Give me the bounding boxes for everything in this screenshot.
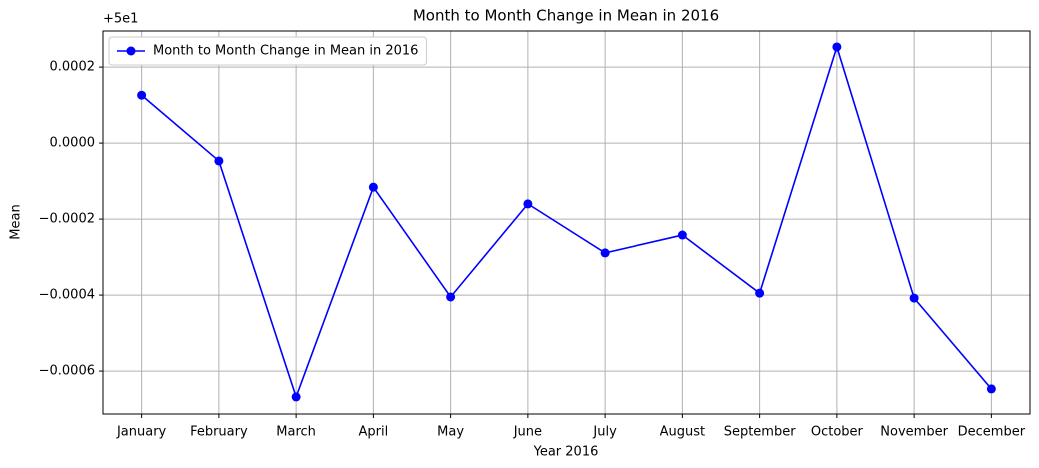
x-tick-label: April — [359, 425, 389, 440]
offset-text: +5e1 — [103, 12, 138, 27]
legend-box — [108, 36, 427, 66]
x-tick-label: March — [276, 425, 316, 440]
data-point — [291, 392, 301, 402]
x-tick-label: June — [513, 425, 542, 440]
data-point — [755, 288, 765, 298]
x-tick-label: August — [660, 425, 706, 440]
y-axis-label: Mean — [9, 204, 24, 239]
plot-frame — [102, 30, 1031, 415]
chart-title: Month to Month Change in Mean in 2016 — [413, 7, 719, 25]
x-tick-label: February — [190, 425, 248, 440]
data-point — [137, 90, 147, 100]
x-tick-label: December — [958, 425, 1026, 440]
data-point — [368, 182, 378, 192]
y-tick-label: 0.0002 — [50, 60, 96, 75]
x-tick-label: October — [811, 425, 864, 440]
data-point — [986, 384, 996, 394]
x-axis-label: Year 2016 — [533, 445, 599, 460]
y-tick-label: −0.0006 — [39, 364, 95, 379]
x-tick-label: November — [880, 425, 948, 440]
legend-marker — [126, 46, 136, 56]
data-point — [677, 230, 687, 240]
x-tick-label: September — [724, 425, 797, 440]
x-tick-label: January — [116, 425, 167, 440]
data-point — [832, 42, 842, 52]
y-tick-label: 0.0000 — [50, 136, 96, 151]
data-line — [141, 44, 992, 400]
y-tick-label: −0.0004 — [39, 288, 95, 303]
data-point — [909, 293, 919, 303]
data-point — [214, 156, 224, 166]
y-tick-label: −0.0002 — [39, 212, 95, 227]
data-point — [446, 292, 456, 302]
legend: Month to Month Change in Mean in 2016 — [108, 36, 427, 66]
x-tick-label: May — [437, 425, 464, 440]
legend-label: Month to Month Change in Mean in 2016 — [153, 44, 418, 59]
data-point — [600, 248, 610, 258]
x-tick-label: July — [592, 425, 617, 440]
data-point — [523, 199, 533, 209]
